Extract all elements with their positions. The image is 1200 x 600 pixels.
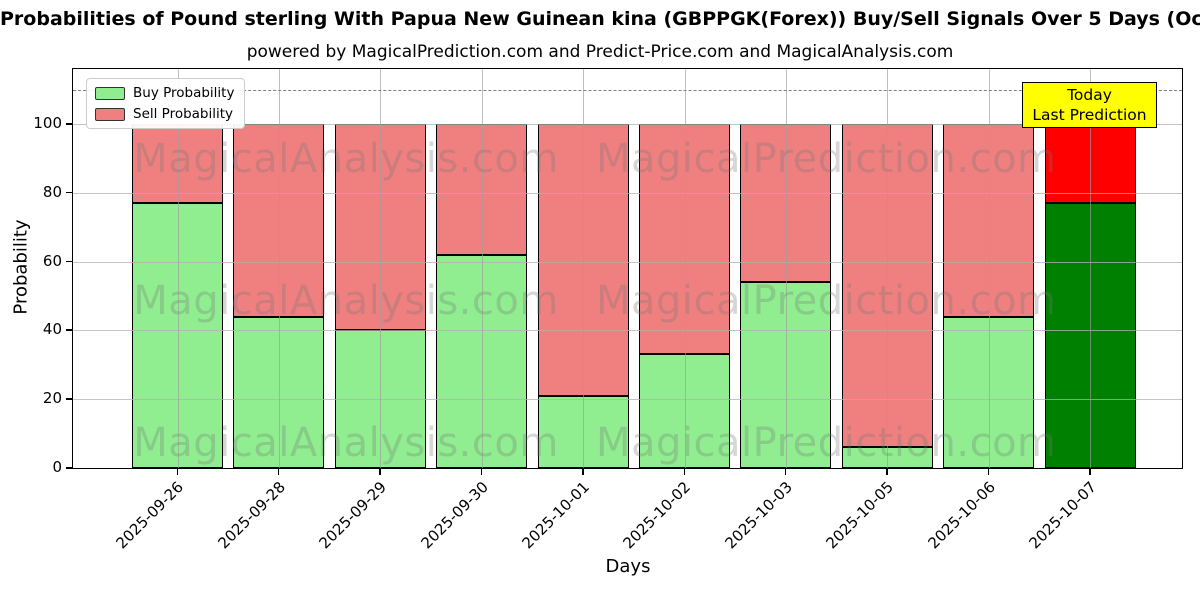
v-gridline xyxy=(481,69,483,468)
h-gridline xyxy=(73,192,1182,194)
x-tick-label: 2025-09-30 xyxy=(417,478,492,553)
watermark-text: MagicalPrediction.com xyxy=(596,278,1057,324)
x-tick-mark xyxy=(987,468,990,475)
dashed-threshold-line xyxy=(73,89,1182,91)
y-tick-label: 80 xyxy=(42,182,62,201)
watermark-text: MagicalPrediction.com xyxy=(596,136,1057,182)
legend: Buy Probability Sell Probability xyxy=(86,78,246,129)
chart-subtitle: powered by MagicalPrediction.com and Pre… xyxy=(246,42,954,62)
x-tick-label: 2025-10-02 xyxy=(619,478,695,553)
x-tick-label: 2025-10-03 xyxy=(721,478,796,553)
v-gridline xyxy=(887,69,889,468)
x-tick-label: 2025-09-26 xyxy=(112,478,188,553)
x-tick-mark xyxy=(683,468,686,475)
h-gridline xyxy=(73,330,1182,332)
watermark-text: MagicalAnalysis.com xyxy=(133,136,559,182)
v-gridline xyxy=(988,69,990,468)
v-gridline xyxy=(278,69,280,468)
x-tick-mark xyxy=(1089,468,1091,475)
x-tick-mark xyxy=(480,468,483,475)
x-tick-mark xyxy=(277,468,280,475)
y-tick-mark xyxy=(66,467,72,469)
legend-swatch-sell-icon xyxy=(95,107,125,121)
x-tick-label: 2025-09-29 xyxy=(315,478,391,553)
x-tick-label: 2025-09-28 xyxy=(214,478,289,553)
x-tick-mark xyxy=(784,468,787,475)
v-gridline xyxy=(583,69,585,468)
y-tick-mark xyxy=(66,329,72,331)
today-annotation-line2: Last Prediction xyxy=(1032,106,1147,124)
legend-label-buy: Buy Probability xyxy=(133,85,235,101)
h-gridline xyxy=(73,261,1182,263)
watermark-text: MagicalPrediction.com xyxy=(596,420,1057,466)
legend-swatch-buy-icon xyxy=(95,86,125,100)
y-tick-label: 20 xyxy=(42,389,62,408)
plot-area: Buy Probability Sell Probability Today L… xyxy=(72,68,1183,469)
x-tick-label: 2025-10-05 xyxy=(822,478,898,553)
v-gridline xyxy=(1090,69,1092,468)
y-tick-mark xyxy=(66,260,72,263)
x-tick-label: 2025-10-07 xyxy=(1025,478,1100,553)
today-annotation-line1: Today xyxy=(1067,86,1112,104)
today-annotation: Today Last Prediction xyxy=(1022,82,1157,128)
y-tick-mark xyxy=(66,191,72,194)
watermark-text: MagicalAnalysis.com xyxy=(133,420,559,466)
y-tick-label: 0 xyxy=(52,458,62,476)
x-tick-mark xyxy=(886,468,888,475)
y-tick-label: 60 xyxy=(42,251,62,270)
y-tick-mark xyxy=(66,123,72,125)
v-gridline xyxy=(177,69,179,468)
y-tick-label: 40 xyxy=(42,320,62,339)
x-tick-mark xyxy=(379,468,381,475)
x-tick-label: 2025-10-01 xyxy=(518,478,593,553)
h-gridline xyxy=(73,399,1182,401)
y-tick-mark xyxy=(66,398,72,400)
plot-inner: Buy Probability Sell Probability Today L… xyxy=(73,69,1182,468)
x-tick-label: 2025-10-06 xyxy=(924,478,999,553)
legend-label-sell: Sell Probability xyxy=(133,106,234,122)
legend-item-sell: Sell Probability xyxy=(95,106,234,122)
x-axis-label: Days xyxy=(605,556,651,577)
v-gridline xyxy=(785,69,787,468)
v-gridline xyxy=(684,69,686,468)
legend-item-buy: Buy Probability xyxy=(95,85,234,101)
x-tick-mark xyxy=(582,468,584,475)
x-tick-mark xyxy=(176,468,179,475)
watermark-text: MagicalAnalysis.com xyxy=(133,278,559,324)
h-gridline xyxy=(73,124,1182,126)
chart-title: Probabilities of Pound sterling With Pap… xyxy=(0,8,1200,30)
v-gridline xyxy=(380,69,382,468)
y-tick-label: 100 xyxy=(33,114,62,133)
